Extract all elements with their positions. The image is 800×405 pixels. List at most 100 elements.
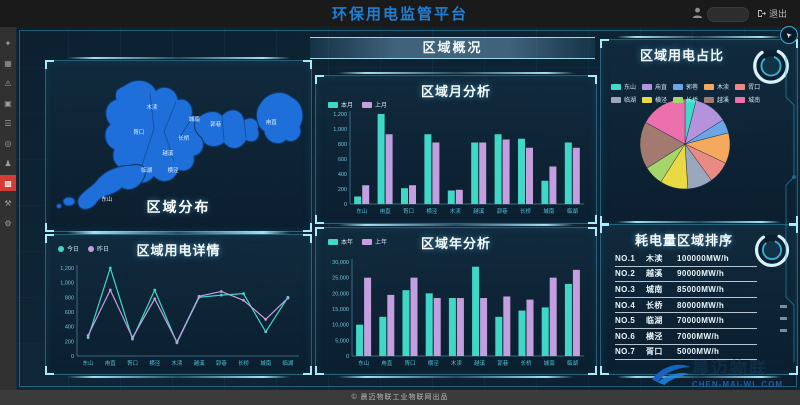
legend-item[interactable]: 今日 [58, 244, 79, 253]
legend-item[interactable]: 长桥 [673, 95, 698, 104]
svg-text:郭巷: 郭巷 [497, 207, 509, 215]
pie-chart-legend: 东山 甪直 郭巷 木渎 胥口临湖 横泾 长桥 越溪 城南 [611, 82, 791, 104]
svg-text:0: 0 [344, 202, 347, 208]
watermark-cn-text: 晨迈物联 [692, 359, 768, 378]
svg-text:城南: 城南 [260, 359, 272, 367]
map-region-label: 木渎 [146, 104, 158, 111]
rank-region: 长桥 [646, 300, 663, 310]
rank-region: 越溪 [646, 269, 663, 279]
svg-text:15,000: 15,000 [332, 307, 349, 313]
map-region-label: 胥口 [133, 130, 145, 137]
sidebar-settings-icon[interactable]: ⚙ [4, 218, 12, 228]
legend-swatch [642, 83, 653, 90]
sidebar-tools-icon[interactable]: ⚒ [4, 198, 12, 208]
power-detail-line-chart: 0 200 400 600 800 1,000 1,200 东山 甪直 胥口 横泾 木渎 越溪 郭巷 长桥 城… [60, 265, 299, 367]
map-panel-title: 区域分布 [146, 199, 211, 215]
legend-item[interactable]: 东山 [611, 82, 636, 91]
sidebar-record-icon[interactable]: ◎ [4, 138, 12, 148]
legend-label: 越溪 [717, 98, 730, 104]
map-region-label: 横泾 [167, 167, 179, 174]
legend-item[interactable]: 昨日 [88, 244, 109, 253]
svg-text:甪直: 甪直 [380, 207, 392, 215]
rank-number: NO.5 [615, 316, 636, 326]
watermark-logo-icon [652, 364, 691, 385]
svg-text:5,000: 5,000 [335, 338, 349, 344]
legend-swatch [88, 245, 95, 252]
sidebar-warning-icon[interactable]: ⚠ [4, 78, 12, 88]
legend-label: 甪直 [655, 85, 668, 91]
svg-text:10,000: 10,000 [332, 323, 349, 329]
legend-item[interactable]: 甪直 [642, 82, 667, 91]
nav-circle-button[interactable]: ➤ [780, 26, 798, 44]
overview-title: 区域概况 [422, 40, 483, 55]
svg-text:甪直: 甪直 [381, 359, 393, 367]
ranking-panel: 耗电量区域排序 NO.1 木渎 100000MW/h NO.2 越溪 90000MW/h N… [600, 221, 798, 378]
footer-bar: © 晨迈物联工业物联网出品 [0, 390, 800, 405]
map-region-label: 越溪 [162, 150, 174, 157]
rank-number: NO.6 [615, 331, 636, 341]
legend-label: 城南 [748, 98, 761, 104]
month-analysis-panel: 区域月分析 本月 上月 0 200 400 600 800 1,000 1,200 东山 甪直 胥口… [315, 72, 597, 224]
power-share-panel: 区域用电占比 东山 甪直 郭巷 木渎 胥口 临湖 横泾 长桥 越溪 城南 [600, 36, 798, 225]
svg-text:1,200: 1,200 [333, 112, 347, 118]
rank-number: NO.3 [615, 284, 636, 294]
legend-item[interactable]: 木渎 [704, 82, 729, 91]
svg-text:600: 600 [65, 310, 74, 316]
legend-item[interactable]: 本年 [328, 237, 353, 246]
legend-swatch [362, 101, 373, 108]
legend-item[interactable]: 郭巷 [673, 82, 698, 91]
svg-text:25,000: 25,000 [332, 276, 349, 282]
legend-item[interactable]: 胥口 [735, 82, 760, 91]
svg-text:横泾: 横泾 [428, 359, 440, 367]
legend-swatch [58, 245, 64, 252]
svg-text:城南: 城南 [543, 207, 555, 215]
rank-row: NO.5 临湖 70000MW/h [615, 313, 757, 329]
year-bar-chart: 0 5,000 10,000 15,000 20,000 25,000 30,000 东山 甪直… [332, 259, 584, 367]
map-region-label: 甪直 [265, 120, 277, 127]
line-chart-title: 区域用电详情 [136, 243, 221, 258]
svg-text:越溪: 越溪 [473, 207, 485, 215]
sidebar-dashboard-icon[interactable]: ▩ [0, 175, 16, 191]
svg-text:临湖: 临湖 [567, 359, 579, 367]
svg-text:东山: 东山 [83, 359, 94, 367]
legend-item[interactable]: 临湖 [611, 95, 636, 104]
legend-item[interactable]: 上年 [362, 237, 387, 246]
ring-decoration-icon [753, 48, 789, 84]
legend-label: 本月 [341, 103, 354, 109]
legend-label: 本年 [341, 240, 354, 246]
rank-region: 木渎 [646, 253, 663, 263]
svg-text:木渎: 木渎 [451, 359, 463, 367]
rank-region: 胥口 [646, 347, 663, 357]
sidebar-user-icon[interactable]: ♟ [4, 158, 12, 168]
page-title: 环保用电监管平台 [331, 6, 468, 23]
sidebar-badge-icon[interactable]: ✦ [4, 38, 12, 48]
legend-item[interactable]: 越溪 [704, 95, 729, 104]
rank-value: 7000MW/h [677, 331, 720, 341]
overview-header: 区域概况 [310, 37, 595, 59]
legend-item[interactable]: 城南 [735, 95, 760, 104]
svg-text:20,000: 20,000 [332, 291, 349, 297]
ring-decoration-icon [754, 232, 790, 268]
user-account-field[interactable] [707, 7, 749, 22]
svg-text:横泾: 横泾 [426, 207, 438, 215]
svg-text:越溪: 越溪 [474, 359, 486, 367]
sidebar-list-icon[interactable]: ☰ [4, 118, 12, 128]
legend-item[interactable]: 本月 [328, 100, 353, 109]
svg-text:长桥: 长桥 [520, 359, 532, 367]
svg-text:胥口: 胥口 [127, 359, 138, 367]
logout-label: 退出 [769, 9, 788, 19]
sidebar-media-icon[interactable]: ▣ [4, 98, 12, 108]
legend-item[interactable]: 横泾 [642, 95, 667, 104]
logout-button[interactable]: 退出 [757, 7, 787, 20]
footer-copyright: © 晨迈物联工业物联网出品 [351, 394, 449, 401]
user-icon[interactable] [692, 7, 703, 19]
rank-number: NO.2 [615, 269, 636, 279]
top-header-bar: 环保用电监管平台 退出 [0, 0, 800, 27]
sidebar-grid-icon[interactable]: ▦ [4, 58, 12, 68]
region-map[interactable]: 木渎 胥口 长桥 城南 郭巷 越溪 临湖 横泾 甪直 东山 [46, 61, 311, 231]
legend-swatch [673, 96, 684, 103]
watermark: 晨迈物联 CHEN-MAI-WL.COM [648, 352, 796, 398]
rank-row: NO.2 越溪 90000MW/h [615, 267, 757, 283]
legend-item[interactable]: 上月 [362, 100, 387, 109]
